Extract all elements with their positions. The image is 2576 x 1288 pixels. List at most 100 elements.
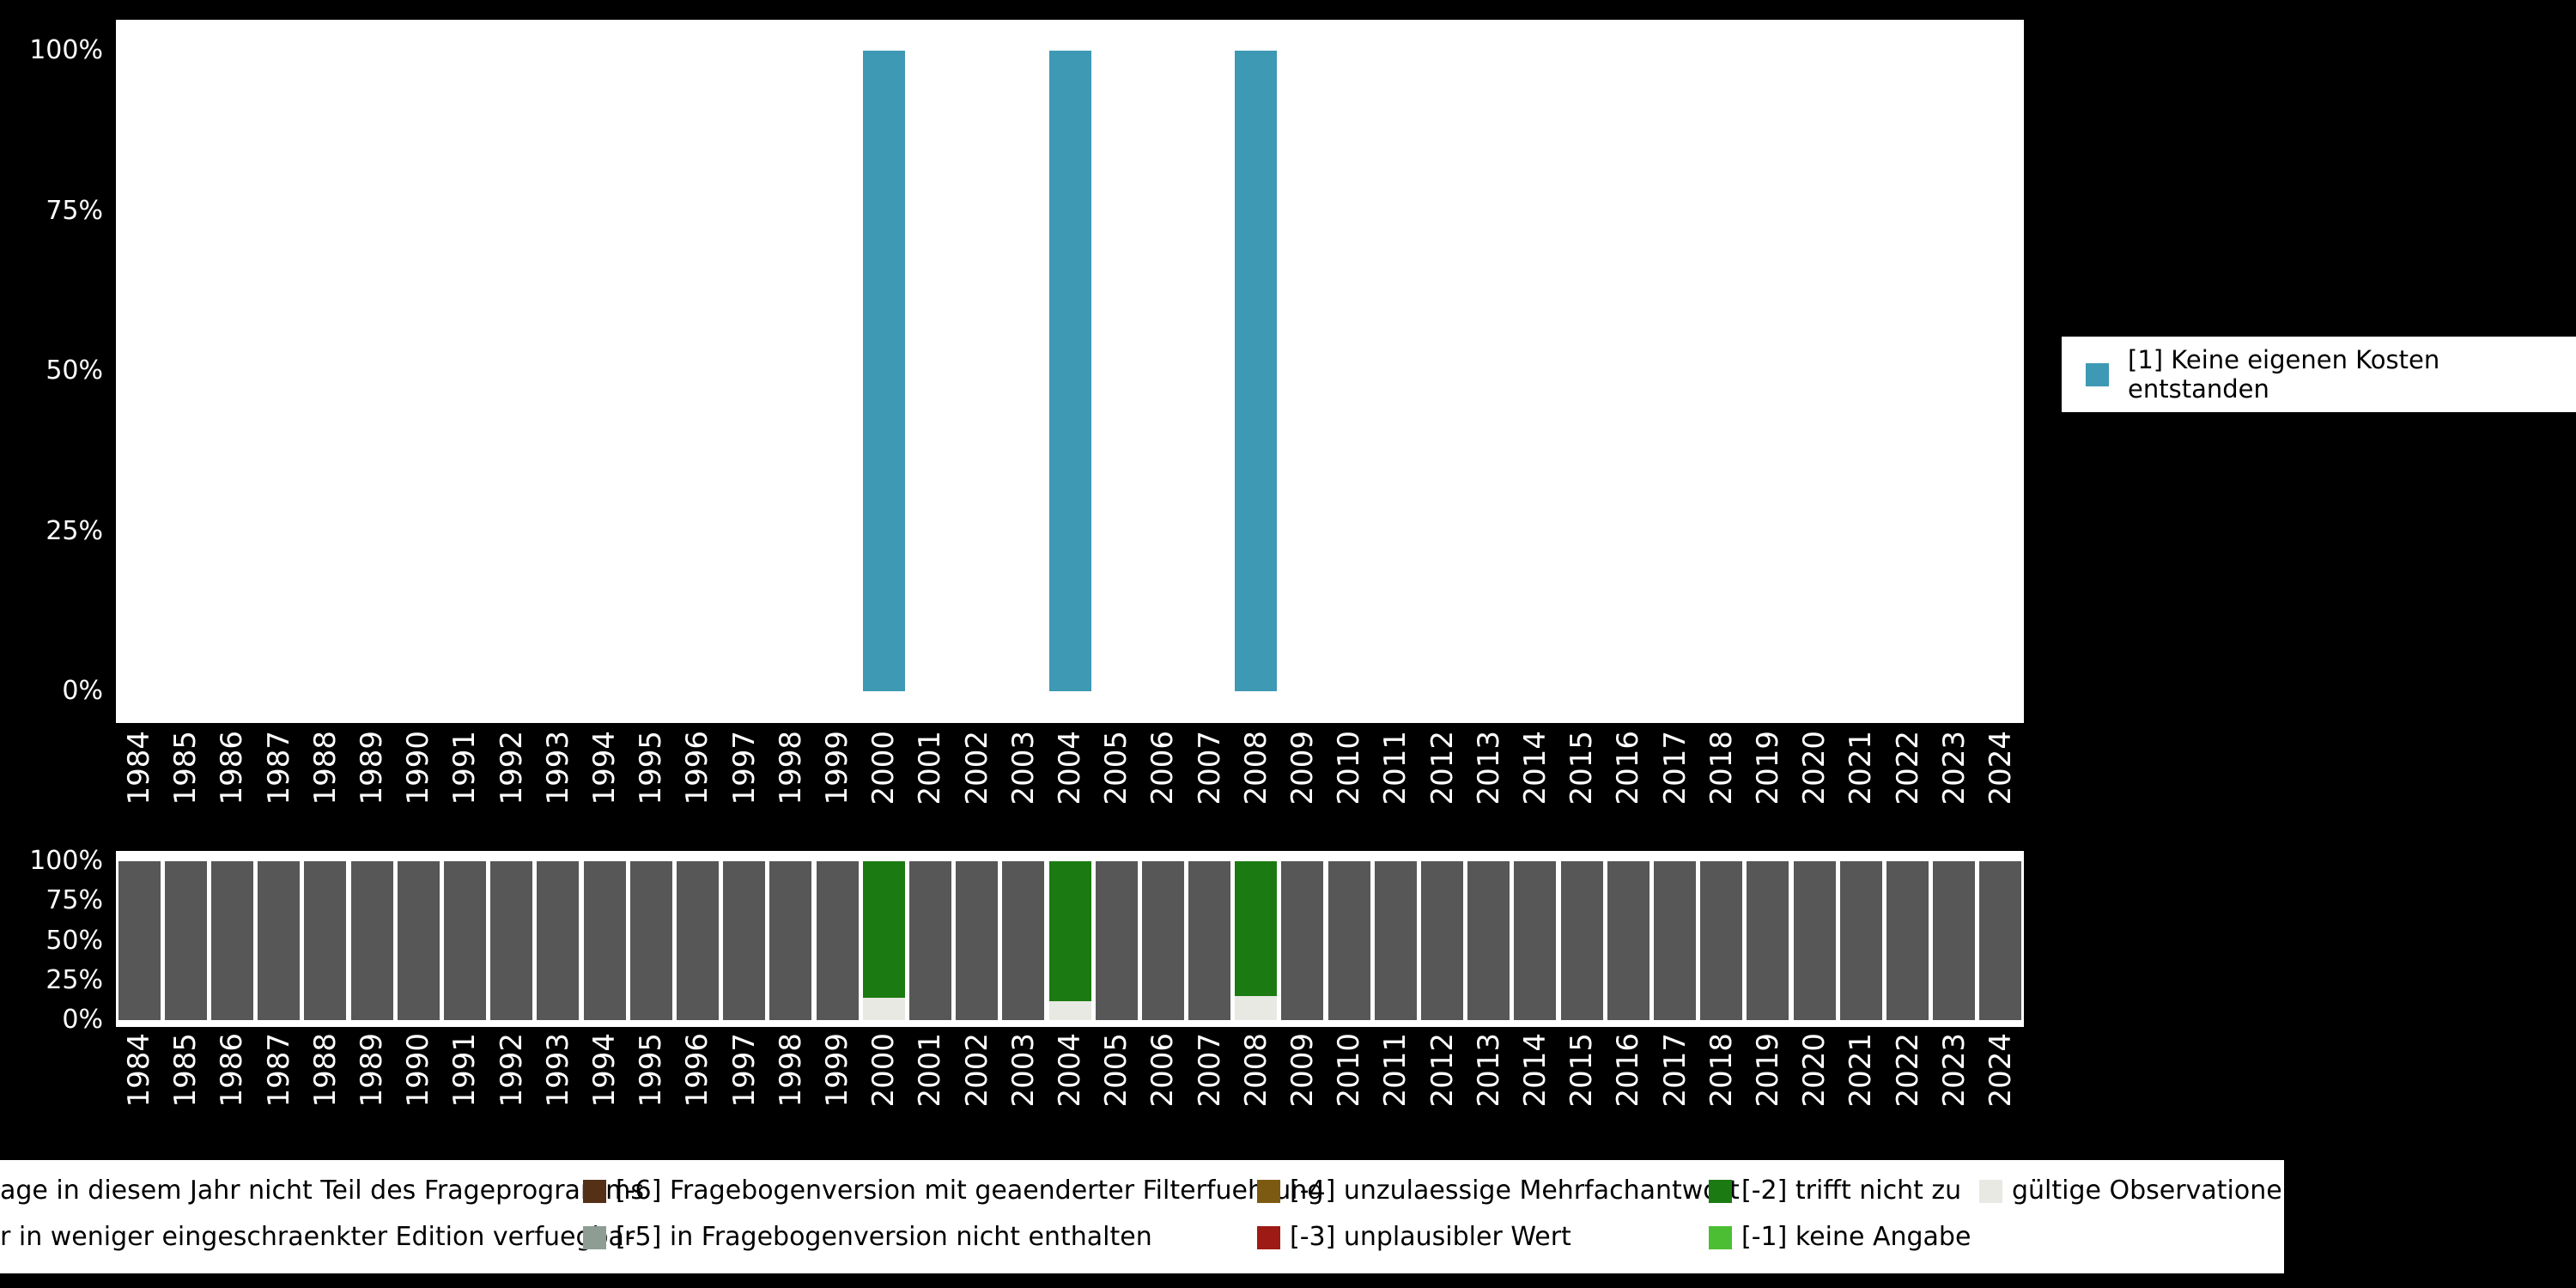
categories-x-tick-label-1988: 1988 bbox=[307, 731, 343, 805]
categories-x-tick-label-2006: 2006 bbox=[1145, 731, 1181, 805]
category-legend-label: [1] Keine eigenen Kosten entstanden bbox=[2128, 345, 2440, 404]
missings-x-tick-label-2000: 2000 bbox=[866, 1033, 902, 1108]
missings-x-tick-label-2014: 2014 bbox=[1517, 1033, 1552, 1108]
categories-x-tick-label-2004: 2004 bbox=[1053, 731, 1087, 805]
missings-bar-2008-does-not-apply bbox=[1235, 861, 1278, 997]
missings-x-tick-label-1985: 1985 bbox=[168, 1033, 204, 1108]
missings-y-tick-label: 25% bbox=[46, 964, 103, 995]
missings-bar-2002-not-in-program bbox=[956, 861, 999, 1020]
missings-bar-2001-not-in-program bbox=[908, 861, 951, 1020]
categories-x-tick-label-2022: 2022 bbox=[1890, 731, 1925, 805]
missings-bar-1986-not-in-program bbox=[210, 861, 253, 1020]
categories-x-tick-label-2011: 2011 bbox=[1378, 731, 1413, 805]
missings-bar-2018-not-in-program bbox=[1700, 861, 1743, 1020]
categories-x-tick-label-2000: 2000 bbox=[866, 731, 902, 805]
missings-bar-2012-not-in-program bbox=[1421, 861, 1464, 1020]
missings-bar-1988-not-in-program bbox=[304, 861, 347, 1020]
missings-x-tick-label-2011: 2011 bbox=[1378, 1033, 1413, 1108]
missings-legend-swatch bbox=[583, 1226, 606, 1249]
missings-x-tick-label-1997: 1997 bbox=[726, 1033, 762, 1108]
missings-legend-label: [-6] Fragebogenversion mit geaenderter F… bbox=[616, 1176, 1324, 1206]
missings-x-tick-label-2006: 2006 bbox=[1145, 1033, 1181, 1108]
missings-bar-2006-not-in-program bbox=[1141, 861, 1184, 1020]
missings-x-tick-label-2013: 2013 bbox=[1471, 1033, 1506, 1108]
categories-legend: [1] Keine eigenen Kosten entstanden bbox=[2062, 337, 2576, 412]
missings-x-tick-label-1996: 1996 bbox=[680, 1033, 715, 1108]
categories-x-tick-label-1994: 1994 bbox=[587, 731, 623, 805]
missings-x-tick-label-2017: 2017 bbox=[1657, 1033, 1692, 1108]
missings-x-tick-label-2012: 2012 bbox=[1425, 1033, 1460, 1108]
missings-y-tick-label: 75% bbox=[46, 885, 103, 916]
categories-y-tick-label: 75% bbox=[46, 195, 103, 226]
missings-bar-1994-not-in-program bbox=[583, 861, 626, 1020]
missings-x-tick-label-2022: 2022 bbox=[1890, 1033, 1925, 1108]
missings-bar-2021-not-in-program bbox=[1839, 861, 1882, 1020]
missings-bar-2005-not-in-program bbox=[1095, 861, 1138, 1020]
categories-x-tick-label-1986: 1986 bbox=[215, 731, 250, 805]
missings-x-tick-label-2003: 2003 bbox=[1005, 1033, 1041, 1108]
missings-legend-swatch bbox=[1257, 1226, 1280, 1249]
missings-legend-label: [-4] unzulaessige Mehrfachantwort bbox=[1290, 1176, 1740, 1206]
missings-bar-2019-not-in-program bbox=[1747, 861, 1789, 1020]
missings-x-tick-label-1990: 1990 bbox=[401, 1033, 436, 1108]
categories-x-tick-label-1997: 1997 bbox=[726, 731, 762, 805]
missings-x-tick-label-2024: 2024 bbox=[1983, 1033, 2018, 1108]
missings-x-tick-label-1989: 1989 bbox=[355, 1033, 390, 1108]
missings-legend-swatch bbox=[583, 1180, 606, 1203]
missings-x-tick-label-1988: 1988 bbox=[307, 1033, 343, 1108]
categories-bar-2000-cat1 bbox=[862, 51, 905, 691]
missings-bar-2008-valid bbox=[1235, 996, 1278, 1020]
missings-legend-label: [-5] in Fragebogenversion nicht enthalte… bbox=[616, 1222, 1152, 1252]
categories-x-tick-label-2017: 2017 bbox=[1657, 731, 1692, 805]
missings-legend-label: gültige Observationen bbox=[2012, 1176, 2299, 1206]
categories-x-tick-label-2012: 2012 bbox=[1425, 731, 1460, 805]
missings-bar-2011-not-in-program bbox=[1374, 861, 1417, 1020]
categories-x-tick-label-1989: 1989 bbox=[355, 731, 390, 805]
categories-x-tick-label-2014: 2014 bbox=[1517, 731, 1552, 805]
categories-x-tick-label-2019: 2019 bbox=[1750, 731, 1785, 805]
category-color-swatch bbox=[2086, 362, 2109, 386]
missings-bar-2016-not-in-program bbox=[1607, 861, 1649, 1020]
missings-x-tick-label-1999: 1999 bbox=[820, 1033, 855, 1108]
missings-bar-1993-not-in-program bbox=[537, 861, 580, 1020]
missings-bar-1985-not-in-program bbox=[164, 861, 207, 1020]
categories-x-tick-label-1984: 1984 bbox=[122, 731, 157, 805]
missings-bar-2014-not-in-program bbox=[1514, 861, 1557, 1020]
missings-bar-2023-not-in-program bbox=[1933, 861, 1976, 1020]
missings-bar-2017-not-in-program bbox=[1654, 861, 1697, 1020]
missings-bar-1997-not-in-program bbox=[723, 861, 766, 1020]
categories-x-tick-label-2021: 2021 bbox=[1844, 731, 1879, 805]
missings-x-tick-label-1998: 1998 bbox=[773, 1033, 808, 1108]
missings-x-tick-label-2010: 2010 bbox=[1332, 1033, 1367, 1108]
categories-y-tick-label: 0% bbox=[62, 676, 103, 706]
missings-legend-swatch bbox=[1979, 1180, 2002, 1203]
missings-x-tick-label-2015: 2015 bbox=[1564, 1033, 1600, 1108]
categories-x-tick-label-2009: 2009 bbox=[1285, 731, 1320, 805]
categories-x-tick-label-1996: 1996 bbox=[680, 731, 715, 805]
missings-x-tick-label-1995: 1995 bbox=[634, 1033, 669, 1108]
missings-legend-label: [-3] unplausibler Wert bbox=[1290, 1222, 1571, 1252]
categories-x-tick-label-1987: 1987 bbox=[261, 731, 296, 805]
missings-bar-2013-not-in-program bbox=[1467, 861, 1510, 1020]
categories-x-tick-label-2002: 2002 bbox=[959, 731, 994, 805]
categories-x-tick-label-1992: 1992 bbox=[494, 731, 529, 805]
missings-x-tick-label-1991: 1991 bbox=[447, 1033, 483, 1108]
missings-x-tick-label-1986: 1986 bbox=[215, 1033, 250, 1108]
missings-legend-swatch bbox=[1709, 1226, 1732, 1249]
categories-x-tick-label-1995: 1995 bbox=[634, 731, 669, 805]
missings-x-tick-label-2004: 2004 bbox=[1053, 1033, 1087, 1108]
missings-bar-2004-valid bbox=[1048, 1000, 1091, 1020]
missings-x-tick-label-1994: 1994 bbox=[587, 1033, 623, 1108]
missings-y-tick-label: 100% bbox=[29, 846, 103, 876]
missings-x-tick-label-1987: 1987 bbox=[261, 1033, 296, 1108]
missings-bar-1990-not-in-program bbox=[397, 861, 440, 1020]
missings-x-tick-label-1992: 1992 bbox=[494, 1033, 529, 1108]
missings-bar-2000-does-not-apply bbox=[862, 861, 905, 999]
categories-x-tick-label-2015: 2015 bbox=[1564, 731, 1600, 805]
missings-bar-1989-not-in-program bbox=[350, 861, 393, 1020]
missings-x-tick-label-2002: 2002 bbox=[959, 1033, 994, 1108]
categories-bar-2008-cat1 bbox=[1235, 51, 1278, 691]
missings-legend-label: [-1] keine Angabe bbox=[1741, 1222, 1971, 1252]
missings-bar-1991-not-in-program bbox=[443, 861, 486, 1020]
